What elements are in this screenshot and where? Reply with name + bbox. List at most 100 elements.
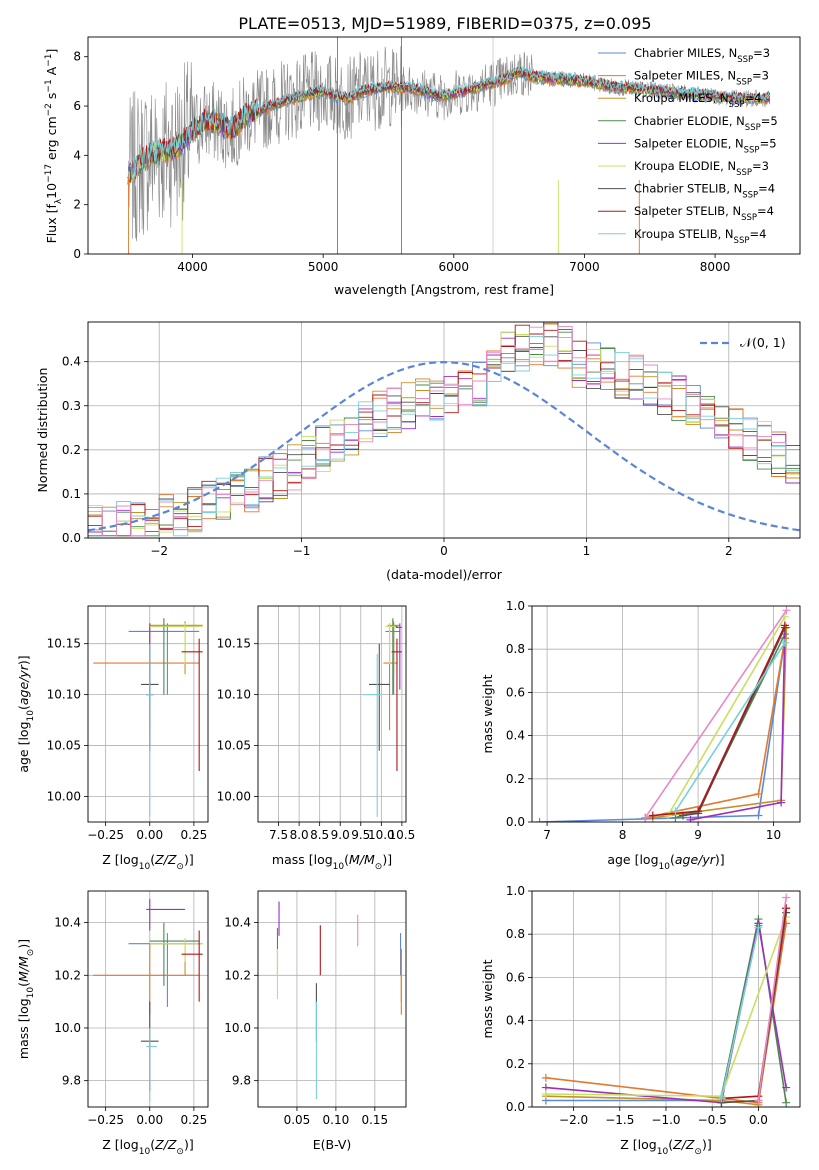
spectrum-ytick-label: 4 [73, 148, 81, 162]
massweight_vs_Z-xlabel-part: Z [log [620, 1137, 656, 1152]
legend-label-tail: =4 [744, 91, 761, 105]
legend-label-tail: =3 [752, 69, 769, 83]
mass_vs_Z-ylabel-part: ⊙ [26, 949, 36, 957]
massweight_vs_Z-ytick-label: 0.2 [506, 1057, 525, 1071]
age_vs_mass-xlabel-part: ( [344, 852, 349, 867]
mass_vs_Z-xlabel-part: )] [184, 1137, 194, 1152]
spectrum-ytick-label: 6 [73, 99, 81, 113]
spectrum-ylabel-part: 10 [44, 183, 59, 199]
spectrum-plot [126, 37, 771, 254]
massweight_vs_age-marker [694, 807, 703, 816]
age_vs_mass-xtick-label: 10.5 [389, 828, 416, 842]
massweight_vs_age-marker [641, 813, 650, 822]
age_vs_mass-xtick-label: 9.0 [331, 828, 350, 842]
spectrum-ylabel-part: A [44, 66, 59, 79]
massweight_vs_age-marker [686, 815, 695, 822]
legend-label: Kroupa STELIB, NSSP=4 [634, 227, 766, 246]
massweight_vs_age-xlabel: age [log10(age/yr)] [607, 852, 724, 872]
residuals-ytick-label: 0.4 [62, 355, 81, 369]
legend-label-name: Kroupa STELIB, N [634, 227, 734, 241]
mass_vs_Z-xtick-label: 0.00 [136, 1113, 163, 1127]
spectrum-ylabel-part: −1 [44, 54, 54, 67]
legend-label: Kroupa MILES, NSSP=4 [634, 91, 761, 110]
massweight_vs_Z-xlabel-part: Z/Z [672, 1137, 695, 1152]
massweight_vs_Z-panel: −2.0 −1.5 −1.0 −0.5 0.0 0.0 0.2 0.4 0.6 0.8 1.0 Z [… [480, 884, 801, 1157]
massweight_vs_Z-marker [754, 1096, 763, 1105]
age_vs_Z-xtick-label: 0.25 [181, 828, 208, 842]
mass_vs_Z-xlabel-part: 10 [139, 1147, 151, 1157]
residual-histogram-series [88, 336, 800, 537]
legend-label-name: Salpeter ELODIE, N [634, 136, 744, 150]
spectrum-ylabel-part: −1 [44, 79, 54, 92]
massweight_vs_age-series-line [667, 616, 786, 816]
mass_vs_Z-xlabel: Z [log10(Z/Z⊙)] [102, 1137, 193, 1157]
mass_vs_Z-ytick-label: 10.4 [54, 916, 81, 930]
spectrum-xtick-label: 5000 [308, 260, 339, 274]
mass_vs_Z-xlabel-part: ⊙ [176, 1147, 184, 1157]
legend-label: Salpeter MILES, NSSP=3 [634, 69, 769, 88]
residuals-ytick-label: 0.2 [62, 443, 81, 457]
massweight_vs_age-ytick-label: 0.4 [506, 729, 525, 743]
massweight_vs_Z-xtick-label: 0.0 [749, 1113, 768, 1127]
massweight_vs_age-series-line [652, 625, 786, 817]
spectrum-model-line [129, 64, 771, 179]
age_vs_mass-xtick-label: 8.5 [310, 828, 329, 842]
mass_vs_ebv-xtick-label: 0.15 [361, 1113, 388, 1127]
massweight_vs_Z-xlabel-part: )] [702, 1137, 712, 1152]
mass_vs_ebv-ytick-label: 10.4 [224, 916, 251, 930]
massweight_vs_age-plot [535, 606, 791, 822]
mass_vs_Z-xtick-label: 0.25 [181, 1113, 208, 1127]
massweight_vs_age-series-line [674, 642, 786, 812]
residual-xlabel: (data-model)/error [386, 567, 503, 582]
legend-label-name: Chabrier MILES, N [634, 46, 737, 60]
legend-label-name: Salpeter STELIB, N [634, 204, 741, 218]
mass_vs_ebv-ytick-label: 9.8 [232, 1074, 251, 1088]
spectrum-ylabel-part: −17 [44, 164, 54, 183]
spectrum-ylabel-part: −2 [44, 103, 54, 116]
massweight_vs_Z-marker [782, 1098, 791, 1107]
spectrum-xlabel: wavelength [Angstrom, rest frame] [334, 282, 554, 297]
legend-label-tail: =5 [761, 114, 778, 128]
massweight_vs_Z-plot [541, 893, 791, 1107]
mass_vs_Z-xtick-label: −0.25 [87, 1113, 124, 1127]
age_vs_Z-xlabel-part: 10 [139, 862, 151, 872]
age_vs_mass-xlabel-part: ⊙ [375, 862, 383, 872]
massweight_vs_age-marker [648, 811, 657, 820]
age_vs_mass-xtick-label: 7.5 [269, 828, 288, 842]
spectrum-xtick-label: 6000 [439, 260, 470, 274]
massweight_vs_age-ytick-label: 0.2 [506, 772, 525, 786]
age_vs_mass-xtick-label: 10.0 [368, 828, 395, 842]
massweight_vs_age-xlabel-part: age/yr [675, 852, 716, 867]
age_vs_Z-xlabel-part: Z [log [102, 852, 138, 867]
spectrum-xtick-label: 8000 [700, 260, 731, 274]
residuals-xtick-label: −2 [150, 544, 168, 558]
massweight_vs_Z-marker [782, 1083, 791, 1092]
age_vs_mass-ytick-label: 10.00 [217, 790, 251, 804]
mass_vs_Z-ylabel-part: mass [log [16, 998, 31, 1059]
residuals-panel: −2 −1 0 1 2 0.0 0.1 0.2 0.3 0.4 𝒩(0, 1) (data-model… [35, 321, 801, 582]
massweight_vs_age-xlabel-part: 10 [659, 862, 671, 872]
massweight_vs_age-marker [782, 606, 791, 615]
legend-label-name: Chabrier ELODIE, N [634, 114, 745, 128]
spectrum-panel: 4000 5000 6000 7000 8000 0 2 4 6 8 Chabrier MILES,… [44, 36, 801, 297]
massweight_vs_age-ytick-label: 1.0 [506, 599, 525, 613]
legend-label-tail: =5 [760, 136, 777, 150]
legend-label-tail: =4 [757, 204, 774, 218]
mass_vs_Z-ylabel-part: 10 [26, 987, 36, 999]
spectrum-ytick-label: 8 [73, 50, 81, 64]
massweight_vs_age-marker [780, 621, 789, 630]
massweight_vs_age-series-line [645, 638, 786, 819]
residuals-ytick-label: 0.0 [62, 531, 81, 545]
residuals-ytick-label: 0.1 [62, 487, 81, 501]
age_vs_Z-plot [93, 618, 203, 817]
age_vs_Z-ytick-label: 10.15 [47, 637, 81, 651]
residual-histogram-series [88, 325, 800, 537]
legend-label: Chabrier STELIB, NSSP=4 [634, 182, 775, 201]
mass_vs_ebv-xtick-label: 0.10 [323, 1113, 350, 1127]
massweight_vs_age-xlabel-part: age [log [607, 852, 658, 867]
mass_vs_Z-plot [93, 898, 203, 1102]
residuals-xtick-label: 2 [725, 544, 733, 558]
massweight_vs_Z-marker [541, 1090, 550, 1099]
age_vs_mass-ytick-label: 10.10 [217, 688, 251, 702]
massweight_vs_age-marker [535, 818, 544, 822]
